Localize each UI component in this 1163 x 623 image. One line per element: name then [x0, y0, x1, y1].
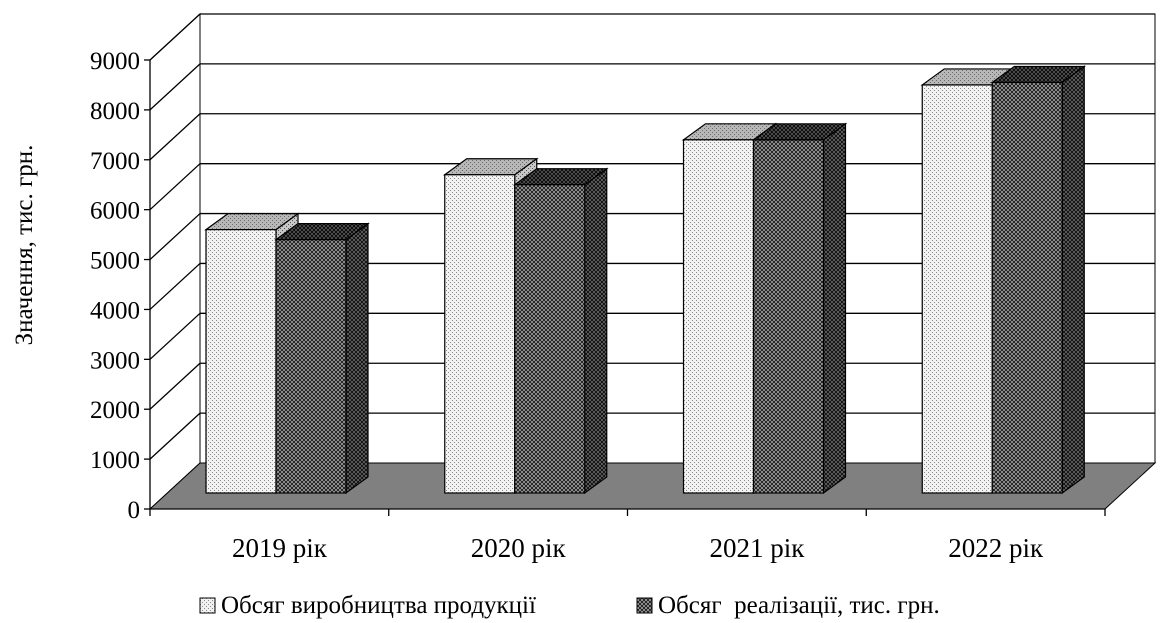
gridline: [149, 13, 201, 61]
bar: [990, 65, 1087, 495]
bar-side: [345, 222, 369, 495]
y-tick-label: 0: [128, 497, 141, 524]
y-tick-label: 8000: [90, 98, 140, 125]
axes: [144, 59, 1106, 516]
gridline: [149, 113, 201, 161]
bar: [751, 122, 848, 495]
bar-front: [514, 184, 586, 494]
gridline: [149, 163, 201, 211]
y-tick-label: 5000: [90, 248, 140, 275]
gridline: [149, 213, 201, 261]
bar-side: [1061, 65, 1085, 495]
legend: Обсяг виробництва продукції Обсяг реаліза…: [199, 592, 940, 619]
gridline: [149, 412, 201, 460]
y-tick-label: 7000: [90, 148, 140, 175]
bar-front: [682, 139, 755, 494]
y-tick-labels: 0 1000 2000 3000 4000 5000 6000 7000 8000 9000: [90, 48, 140, 524]
legend-swatch: [636, 597, 653, 614]
bar-front: [921, 84, 993, 494]
x-tick-label: 2019 рік: [232, 533, 328, 563]
x-tick-labels: 2019 рік 2020 рік 2021 рік 2022 рік: [232, 533, 1044, 563]
bars: [204, 65, 1087, 495]
bar-side: [822, 122, 847, 495]
bar: [274, 222, 370, 495]
gridline: [149, 312, 201, 360]
y-tick-label: 4000: [90, 297, 140, 324]
y-tick-label: 9000: [90, 48, 140, 75]
y-tick-label: 3000: [90, 347, 140, 374]
gridline: [149, 63, 201, 111]
legend-swatch: [199, 597, 216, 614]
bar-front: [752, 139, 825, 494]
y-axis-label: Значення, тис. грн.: [11, 145, 38, 346]
side-wall: [149, 12, 201, 511]
x-tick-label: 2022 рік: [948, 533, 1044, 563]
bar-front: [444, 174, 516, 494]
y-tick-label: 2000: [90, 397, 140, 424]
y-tick-label: 1000: [90, 447, 140, 474]
legend-label: Обсяг виробництва продукції: [221, 592, 536, 619]
gridline: [149, 262, 201, 310]
y-tick-label: 6000: [90, 198, 140, 225]
x-tick-label: 2020 рік: [471, 533, 567, 563]
bar-side: [584, 167, 608, 495]
gridline: [149, 362, 201, 410]
x-tick-label: 2021 рік: [709, 533, 805, 563]
bar-front: [275, 239, 347, 494]
bar-front: [991, 81, 1063, 494]
bar-front: [205, 229, 277, 494]
bar: [512, 167, 609, 495]
legend-label: Обсяг реалізації, тис. грн.: [658, 592, 940, 619]
